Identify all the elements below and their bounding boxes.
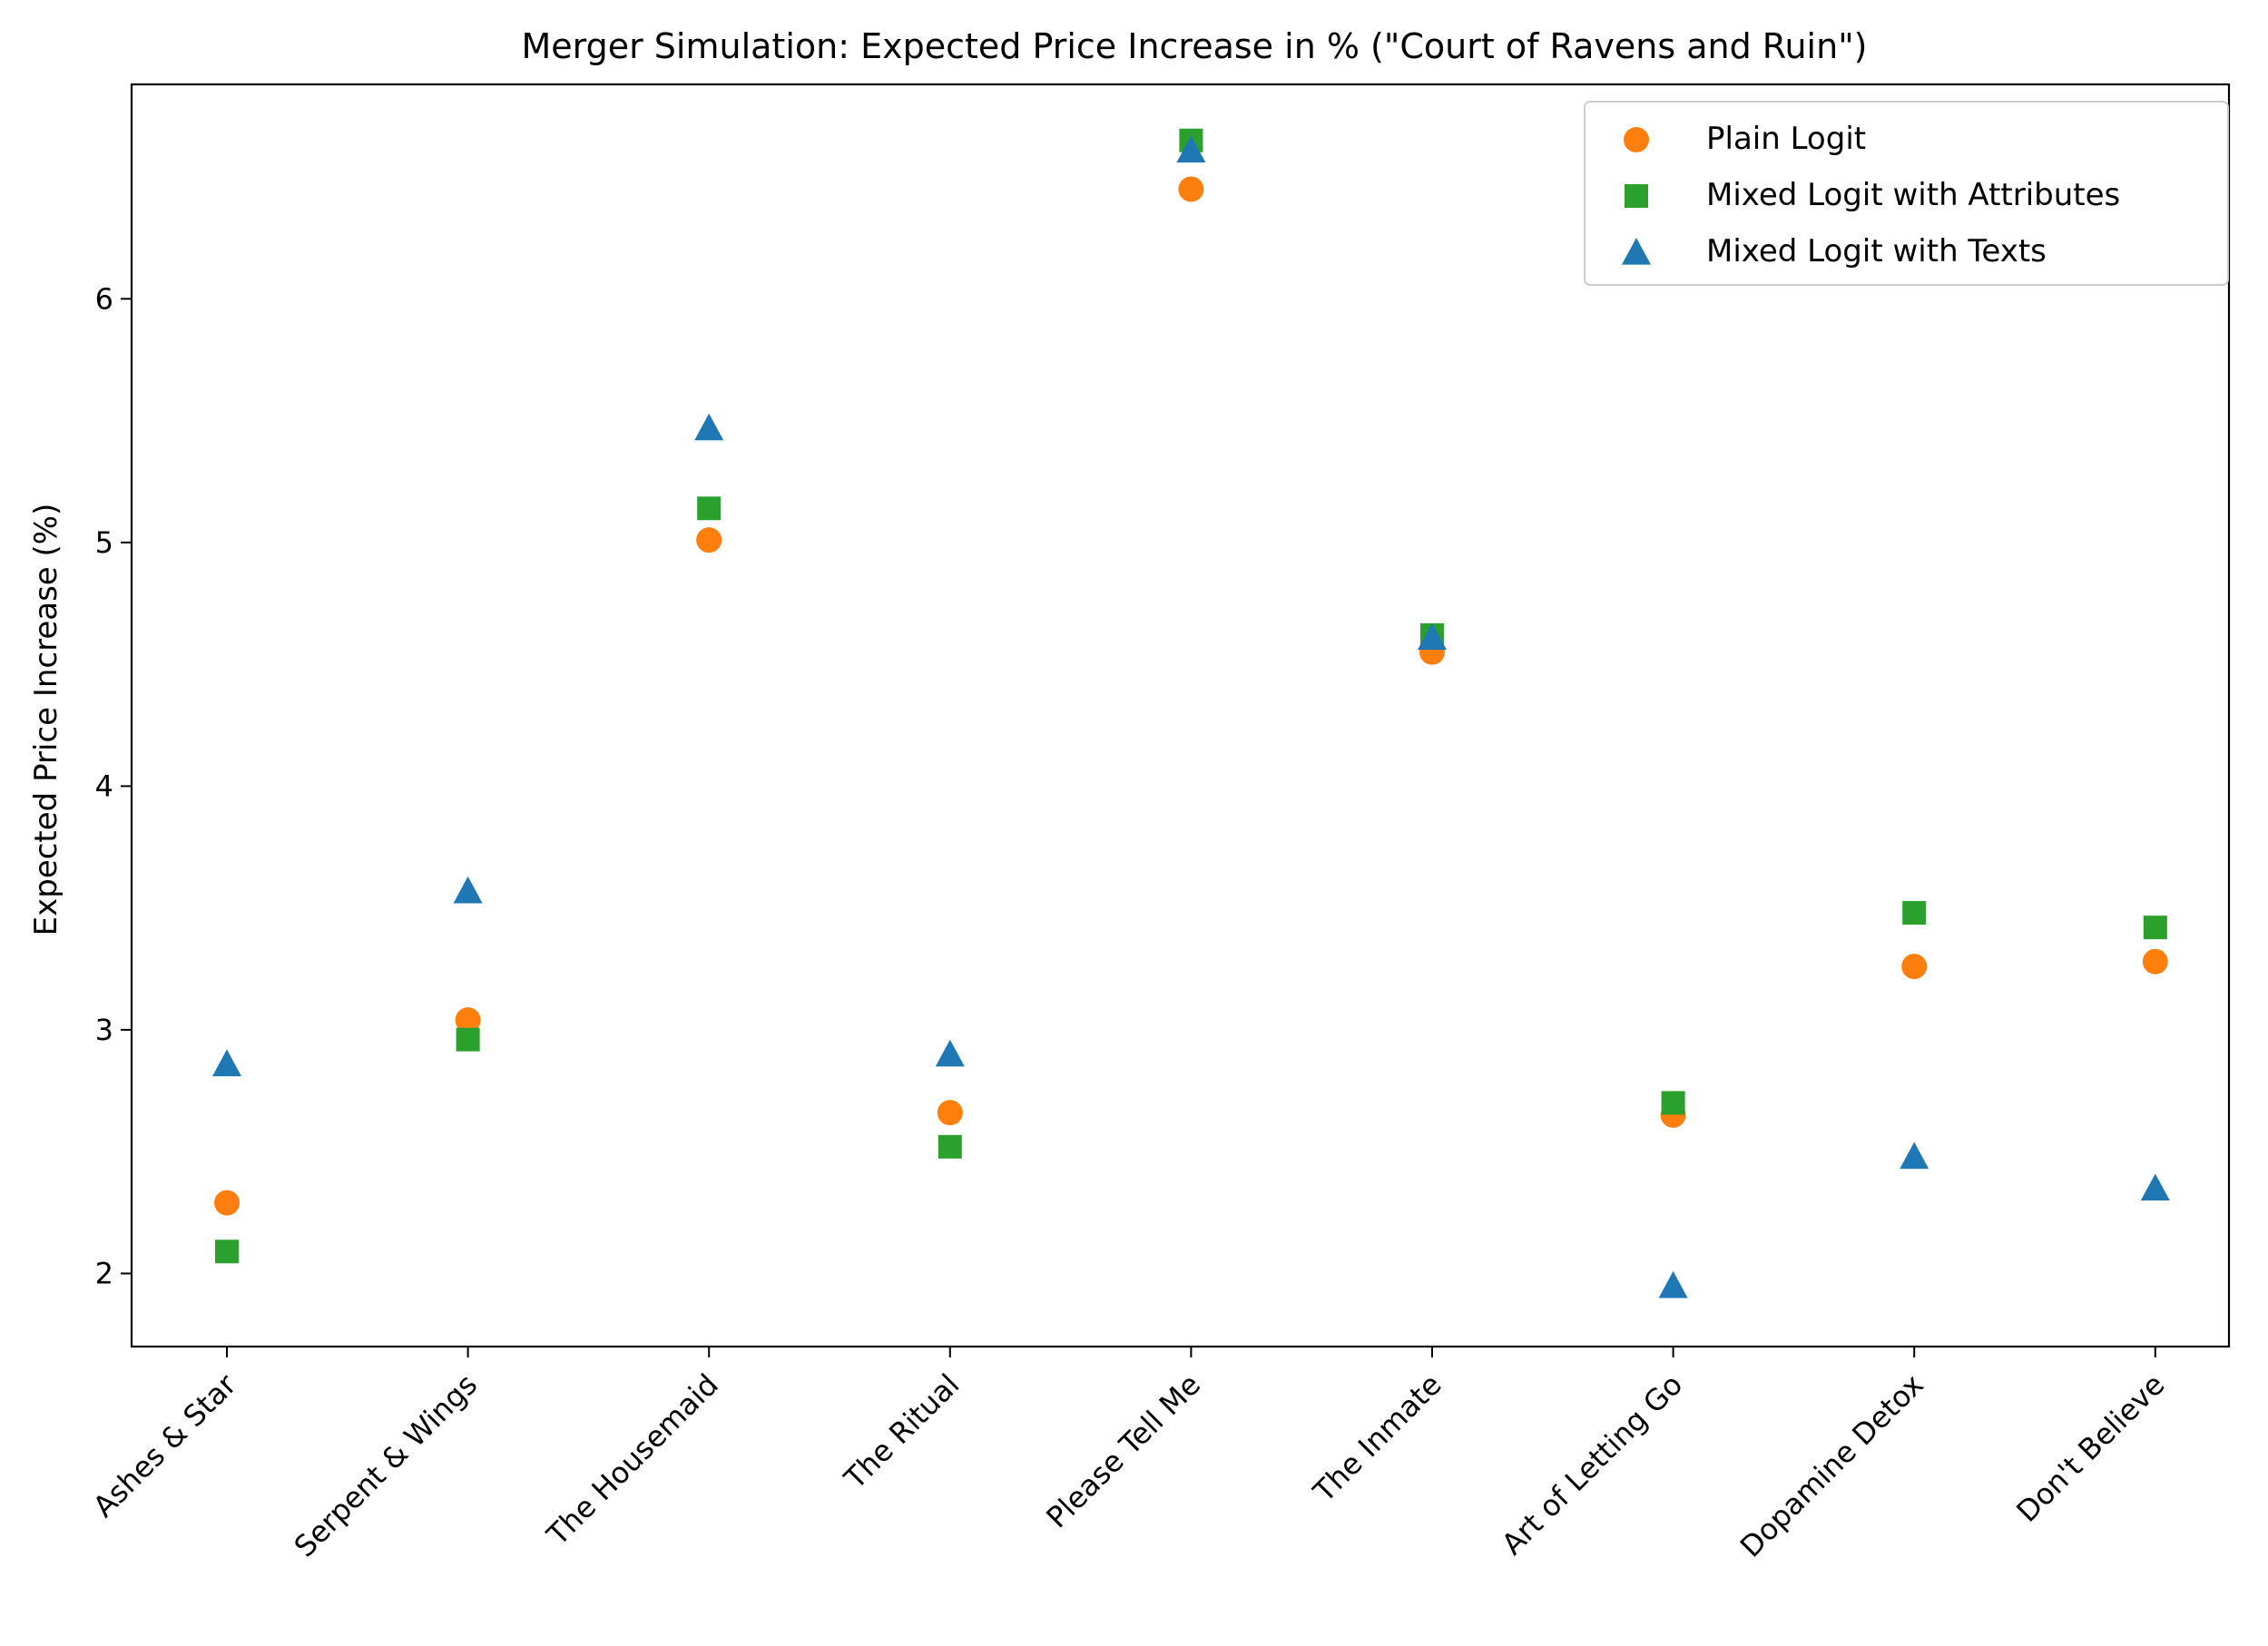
data-point [697,496,722,521]
legend-label: Plain Logit [1706,121,1866,157]
data-point [1418,622,1447,651]
legend-label: Mixed Logit with Attributes [1706,177,2120,213]
data-point [938,1134,962,1159]
chart-title: Merger Simulation: Expected Price Increa… [521,26,1867,66]
series-square-points [215,128,2167,1264]
data-point [2142,948,2168,975]
data-point [455,1007,481,1034]
data-point [1658,1270,1688,1298]
data-point [1178,176,1204,202]
data-point [214,1190,240,1216]
data-point [1661,1091,1685,1115]
legend-marker [1625,184,1648,208]
legend-marker [1624,127,1649,152]
data-point [1901,954,1928,980]
y-tick-label: 3 [95,1013,113,1047]
data-point [1902,901,1927,926]
legend-label: Mixed Logit with Texts [1706,233,2047,269]
data-point [935,1039,965,1067]
legend-box [1584,101,2229,286]
y-tick-label: 6 [95,281,113,316]
legend: Plain Logit Mixed Logit with Attributes Mi… [1584,101,2229,286]
data-point [1176,135,1206,163]
data-point [694,413,724,441]
y-tick-label: 5 [95,525,113,560]
data-point [937,1100,963,1126]
plot-frame [130,83,2231,1348]
data-point [2140,1173,2170,1201]
y-tick-label: 4 [95,769,113,803]
data-point [453,876,483,904]
data-point [2143,916,2167,940]
legend-marker [1622,238,1651,265]
y-tick-label: 2 [95,1256,113,1290]
data-point [696,527,722,554]
y-axis-label: Expected Price Increase (%) [28,504,64,936]
data-point [456,1027,480,1052]
data-point [212,1049,241,1077]
data-point [1900,1141,1929,1170]
series-triangle-points [212,135,2170,1298]
data-point [215,1239,239,1264]
